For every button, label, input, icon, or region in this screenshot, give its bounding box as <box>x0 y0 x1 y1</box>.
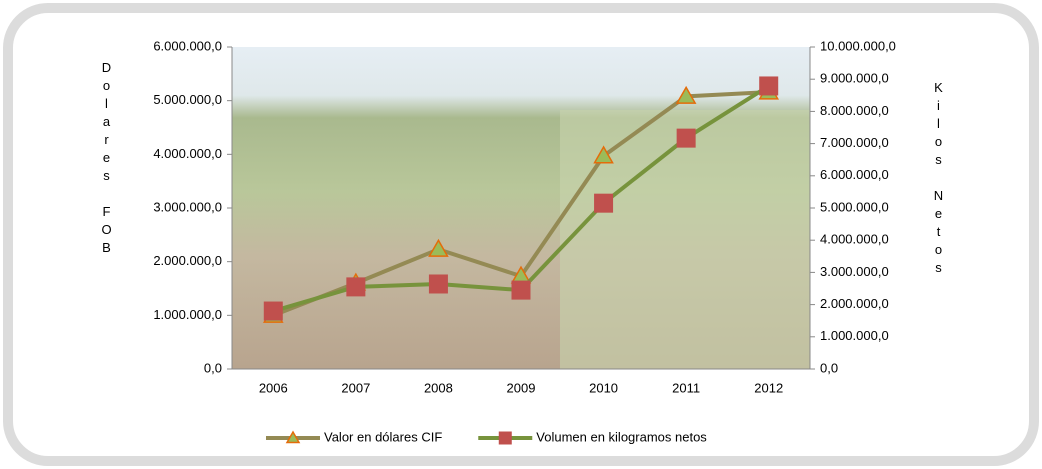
y-tick-label: 0,0 <box>204 360 222 375</box>
y2-tick-label: 0,0 <box>820 360 838 375</box>
y2-axis-label: Kilos Netos <box>931 80 946 278</box>
legend-marker <box>285 430 301 444</box>
y2-tick-label: 2.000.000,0 <box>820 296 889 311</box>
y2-tick-label: 10.000.000,0 <box>820 38 896 53</box>
y2-tick-label: 7.000.000,0 <box>820 135 889 150</box>
data-point <box>759 76 779 96</box>
data-point <box>593 145 614 164</box>
y2-tick-label: 1.000.000,0 <box>820 328 889 343</box>
x-tick-label: 2006 <box>259 380 288 395</box>
y-axis-label: Dolares FOB <box>99 60 114 258</box>
data-point <box>263 301 283 321</box>
y-tick-label: 4.000.000,0 <box>153 146 222 161</box>
y-tick-label: 6.000.000,0 <box>153 38 222 53</box>
x-tick-label: 2009 <box>507 380 536 395</box>
y2-tick-label: 9.000.000,0 <box>820 71 889 86</box>
legend-marker <box>498 431 512 445</box>
x-tick-label: 2011 <box>672 380 700 395</box>
x-tick-label: 2012 <box>754 380 783 395</box>
y2-tick-label: 6.000.000,0 <box>820 167 889 182</box>
y-tick-label: 5.000.000,0 <box>153 92 222 107</box>
data-point <box>594 193 614 213</box>
y-tick-label: 2.000.000,0 <box>153 253 222 268</box>
y2-tick-label: 8.000.000,0 <box>820 103 889 118</box>
x-tick-label: 2010 <box>589 380 618 395</box>
legend-label: Valor en dólares CIF <box>324 429 442 444</box>
data-point <box>428 238 449 257</box>
y-tick-label: 1.000.000,0 <box>153 307 222 322</box>
data-point <box>675 85 697 104</box>
y-tick-label: 3.000.000,0 <box>153 199 222 214</box>
y2-tick-label: 5.000.000,0 <box>820 199 889 214</box>
data-point <box>676 128 696 148</box>
data-point <box>346 277 366 297</box>
legend-label: Volumen en kilogramos netos <box>536 429 707 444</box>
y2-tick-label: 3.000.000,0 <box>820 264 889 279</box>
orchard <box>560 110 810 369</box>
data-point <box>428 274 448 294</box>
data-point <box>511 280 531 300</box>
y2-tick-label: 4.000.000,0 <box>820 232 889 247</box>
x-tick-label: 2008 <box>424 380 453 395</box>
x-tick-label: 2007 <box>341 380 370 395</box>
